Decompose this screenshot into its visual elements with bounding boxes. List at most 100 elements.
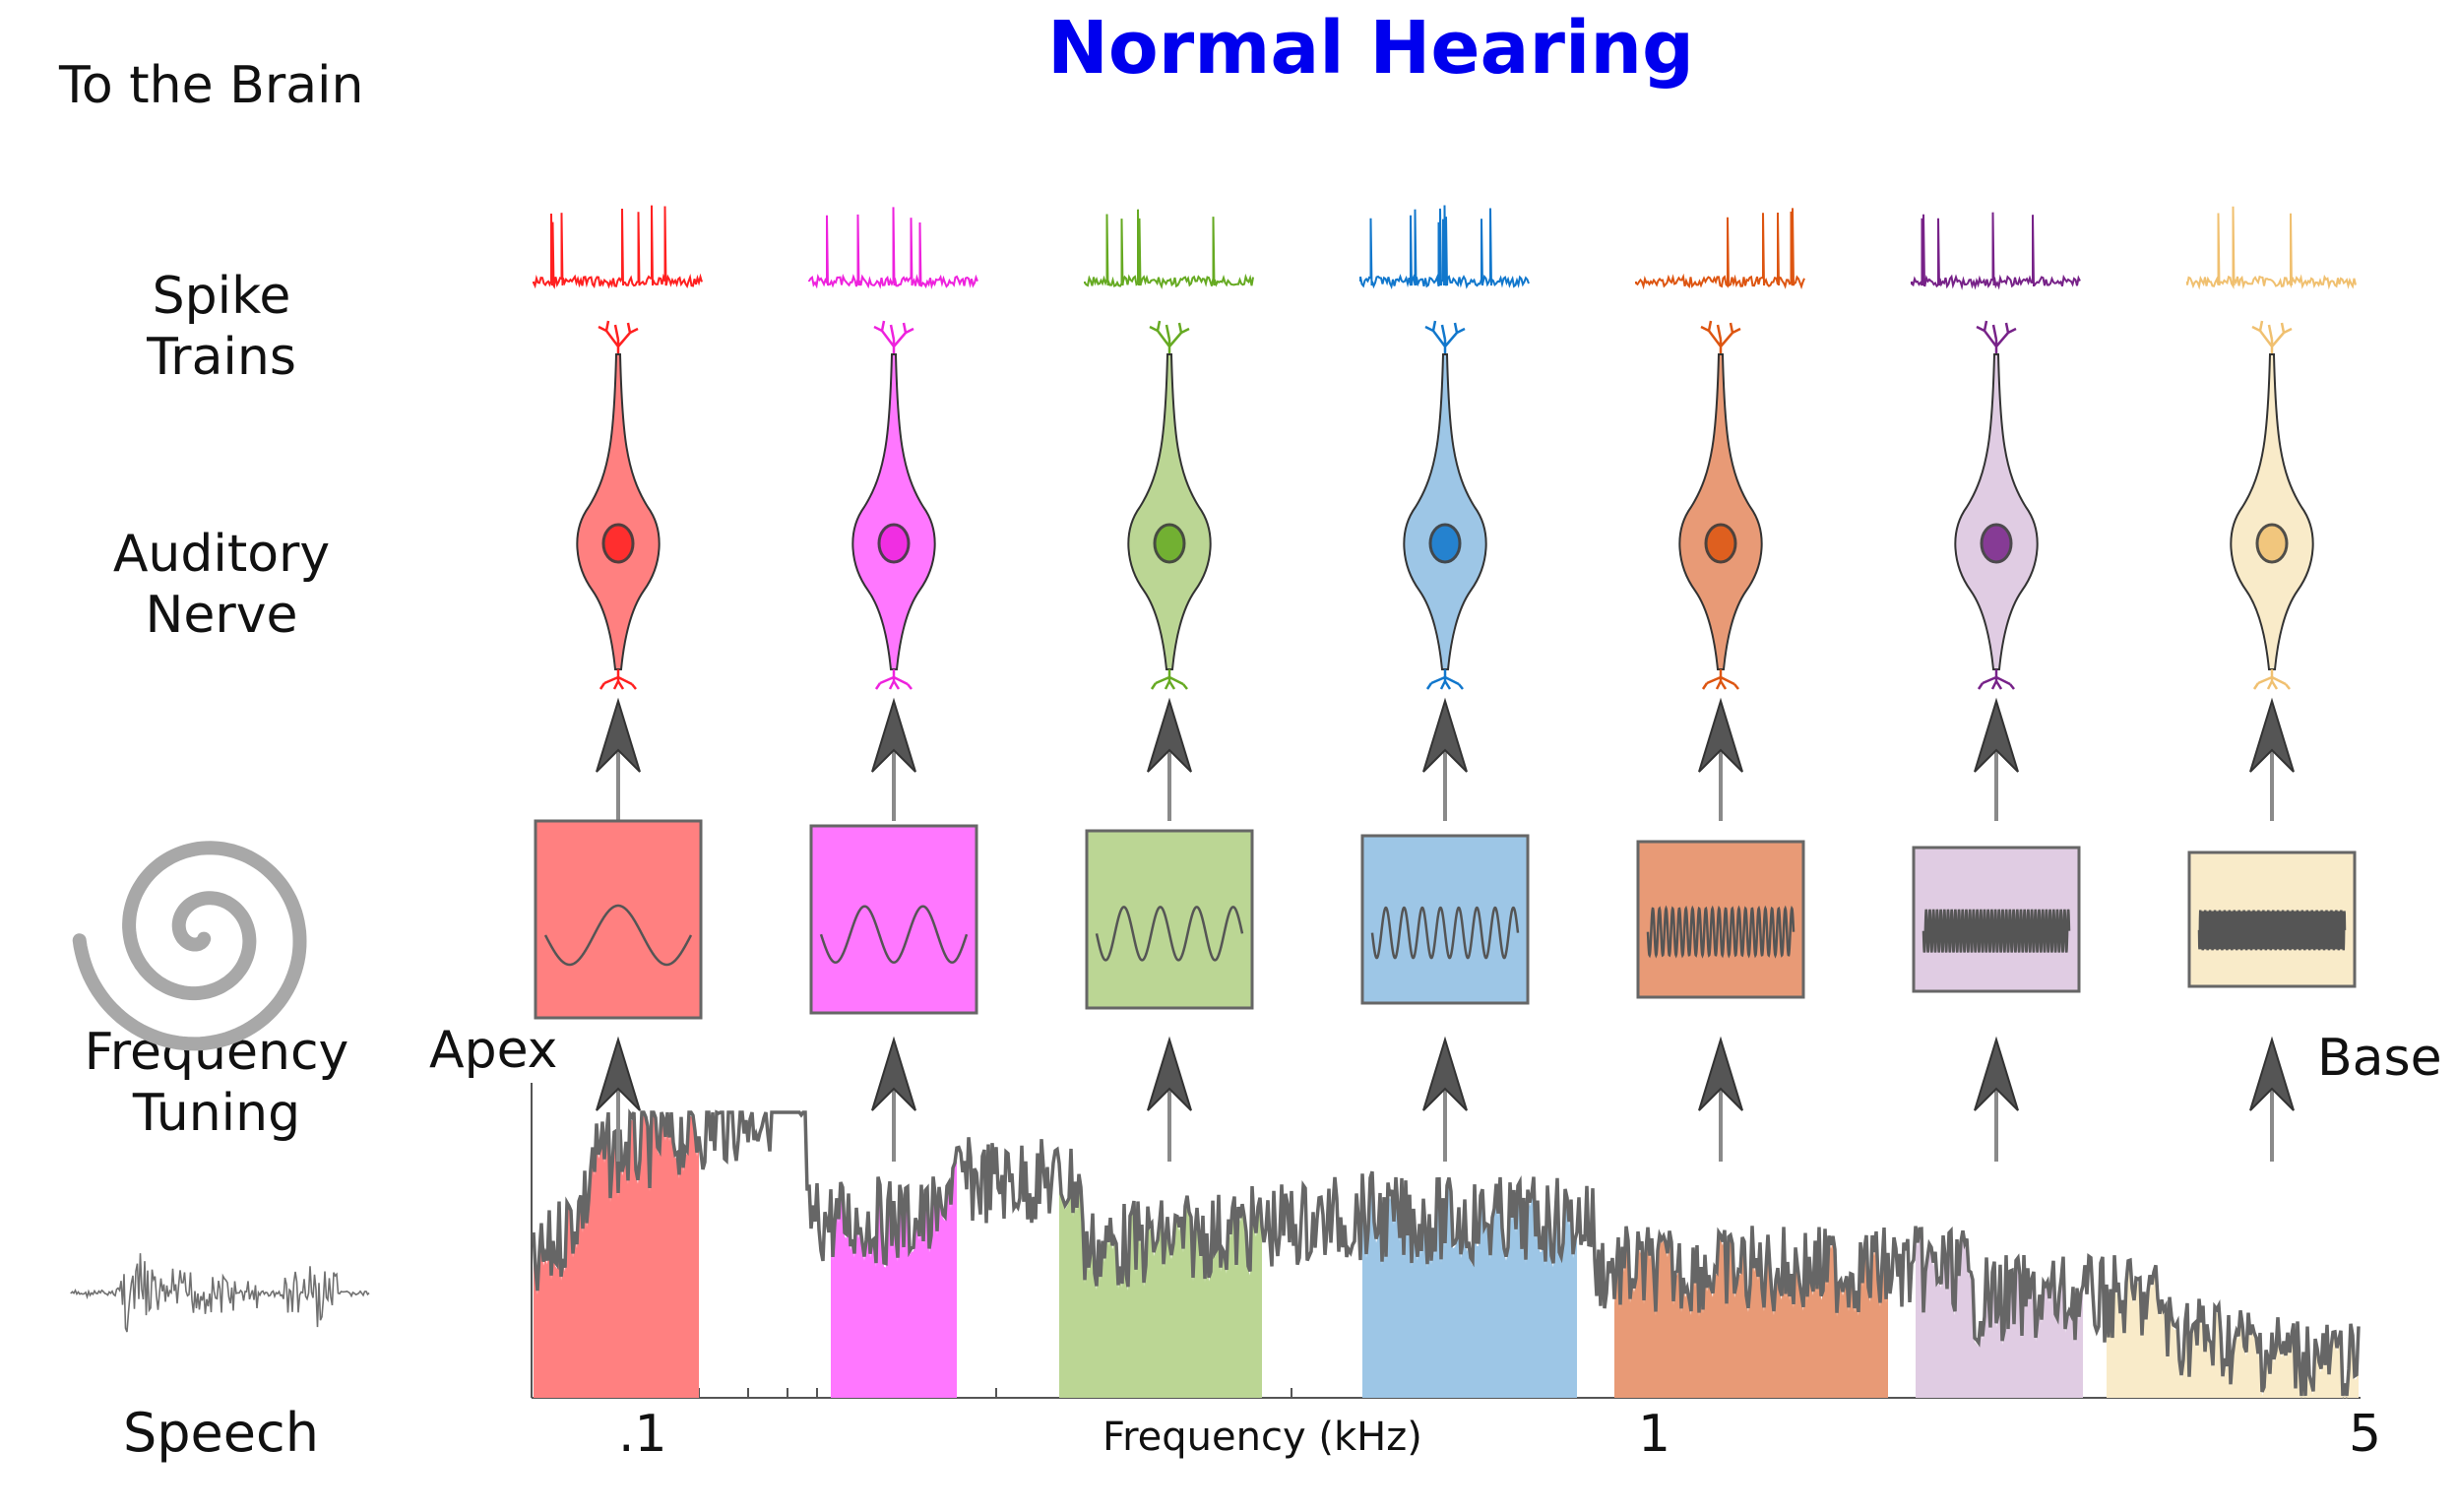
neuron-dendrites [1700, 320, 1741, 354]
base-label: Base [2317, 1029, 2442, 1088]
tuning-box-rect [1360, 834, 1530, 1005]
tuning-sine [1095, 906, 1244, 962]
tuning-sine [2197, 910, 2347, 951]
neuron-nucleus [1153, 523, 1186, 564]
neuron-nucleus [1980, 523, 2013, 564]
arrow-tuning-to-nerve-5 [1698, 697, 1743, 821]
spike-train-6 [1911, 212, 2081, 290]
label-spike-line1: Spike [152, 267, 291, 326]
tuning-sine [1922, 909, 2071, 953]
neuron-body [2230, 353, 2314, 670]
arrow-tuning-to-nerve-4 [1422, 697, 1468, 821]
label-frequency-tuning: Frequency Tuning [69, 1022, 364, 1145]
arrow-up-icon [871, 697, 916, 773]
neuron-body [851, 353, 936, 670]
arrow-spectrum-to-tuning-1 [596, 1036, 641, 1162]
neuron-3 [1127, 320, 1212, 690]
tuning-box-5 [1636, 840, 1805, 999]
tuning-sine [1370, 906, 1520, 960]
neuron-dendrites [1976, 320, 2017, 354]
label-freq-line1: Frequency [84, 1023, 349, 1082]
neuron-terminals [1701, 669, 1739, 690]
arrow-up-icon [596, 697, 641, 773]
arrow-up-icon [1147, 1036, 1192, 1111]
neuron-6 [1954, 320, 2039, 690]
neuron-dendrites [1424, 320, 1466, 354]
spiral-path [72, 841, 307, 1051]
label-freq-line2: Tuning [132, 1084, 301, 1144]
tuning-sine [819, 905, 969, 964]
neuron-nucleus [1428, 523, 1462, 564]
neuron-dendrites [873, 320, 914, 354]
tuning-box-rect [1085, 829, 1254, 1010]
neuron-1 [576, 320, 661, 690]
arrow-up-icon [1422, 697, 1468, 773]
arrow-spectrum-to-tuning-6 [1974, 1036, 2019, 1162]
spike-path [533, 205, 703, 289]
arrow-up-icon [2249, 1036, 2295, 1111]
spike-path [1359, 205, 1530, 289]
tick-label-5: 5 [2349, 1405, 2382, 1464]
label-nerve-line1: Auditory [112, 525, 331, 584]
arrow-up-icon [1698, 1036, 1743, 1111]
neuron-nucleus [1704, 523, 1737, 564]
tuning-sine [1646, 905, 1796, 959]
neuron-4 [1403, 320, 1487, 690]
neuron-body [1678, 353, 1763, 670]
spectrum-band-1 [534, 1116, 699, 1398]
tuning-box-6 [1912, 846, 2081, 993]
neuron-dendrites [598, 320, 639, 354]
neuron-nucleus [2255, 523, 2289, 564]
spike-train-5 [1635, 208, 1805, 290]
arrow-tuning-to-nerve-6 [1974, 697, 2019, 821]
arrow-tuning-to-nerve-1 [596, 697, 641, 821]
tuning-box-3 [1085, 829, 1254, 1010]
label-spike-line2: Trains [147, 328, 296, 388]
arrow-up-icon [1698, 697, 1743, 773]
spike-path [1911, 212, 2081, 290]
arrow-up-icon [1974, 697, 2019, 773]
arrow-spectrum-to-tuning-3 [1147, 1036, 1192, 1162]
apex-label: Apex [429, 1021, 558, 1080]
arrow-spectrum-to-tuning-4 [1422, 1036, 1468, 1162]
speech-waveform-icon [70, 1253, 370, 1333]
arrow-up-icon [871, 1036, 916, 1111]
arrow-up-icon [1422, 1036, 1468, 1111]
spike-path [1084, 209, 1254, 290]
arrow-up-icon [1974, 1036, 2019, 1111]
neuron-2 [851, 320, 936, 690]
spike-train-1 [533, 205, 703, 289]
neuron-nucleus [601, 523, 635, 564]
arrow-spectrum-to-tuning-7 [2249, 1036, 2295, 1162]
spike-train-4 [1359, 205, 1530, 289]
spiral-icon [72, 841, 307, 1051]
arrow-tuning-to-nerve-7 [2249, 697, 2295, 821]
spike-train-2 [808, 207, 978, 289]
tuning-box-2 [809, 824, 978, 1015]
x-axis-label: Frequency (kHz) [1102, 1415, 1422, 1460]
spectrum-trace [532, 1108, 2361, 1397]
neuron-terminals [874, 669, 913, 690]
tuning-box-rect [809, 824, 978, 1015]
arrow-spectrum-to-tuning-5 [1698, 1036, 1743, 1162]
neuron-7 [2230, 320, 2314, 690]
arrow-up-icon [596, 1036, 641, 1111]
speech-waveform-path [70, 1253, 370, 1333]
spectrum-band-3 [1059, 1153, 1262, 1398]
label-spike-trains: Spike Trains [128, 266, 315, 389]
neuron-nucleus [877, 523, 911, 564]
neuron-terminals [1150, 669, 1188, 690]
neuron-body [1403, 353, 1487, 670]
spike-train-3 [1084, 209, 1254, 290]
label-nerve-line2: Nerve [145, 586, 298, 646]
neuron-dendrites [2251, 320, 2293, 354]
neuron-terminals [1977, 669, 2015, 690]
label-to-the-brain: To the Brain [59, 56, 364, 115]
tuning-sine [543, 904, 693, 967]
neuron-terminals [2252, 669, 2291, 690]
arrow-tuning-to-nerve-2 [871, 697, 916, 821]
tuning-box-1 [534, 819, 703, 1020]
tick-label-0-1: .1 [618, 1405, 667, 1464]
neuron-body [1954, 353, 2039, 670]
